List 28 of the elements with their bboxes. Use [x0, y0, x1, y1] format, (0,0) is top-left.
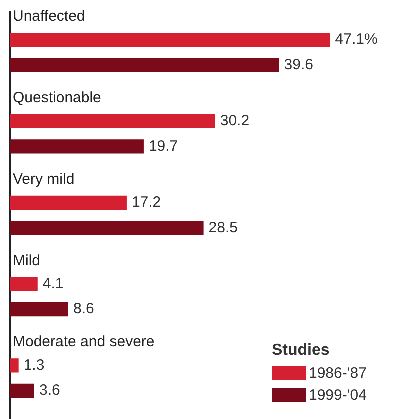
bar: [10, 114, 216, 129]
data-label: 28.5: [208, 219, 238, 236]
data-label: 3.6: [39, 382, 60, 400]
bar: [10, 196, 127, 210]
bar: [10, 221, 204, 236]
y-tick-label: Mild: [13, 252, 41, 270]
data-label: 4.1: [42, 275, 64, 292]
data-label: 17.2: [132, 194, 162, 212]
bar: [10, 277, 38, 292]
bar: [10, 358, 19, 373]
bar: [10, 384, 34, 398]
data-label: 19.7: [148, 138, 178, 155]
bar: [10, 140, 144, 154]
bar: [10, 58, 280, 72]
data-label: 8.6: [73, 300, 94, 318]
data-label: 30.2: [220, 112, 250, 130]
data-label: 47.1%: [335, 31, 378, 48]
y-tick-label: Very mild: [13, 170, 75, 188]
y-tick-label: Moderate and severe: [13, 334, 155, 351]
data-label: 1.3: [24, 356, 45, 374]
legend-label: 1999-'04: [309, 386, 367, 404]
legend-label: 1986-'87: [309, 364, 367, 382]
bar: [10, 302, 68, 317]
bar: [10, 33, 330, 48]
y-tick-label: Questionable: [13, 90, 102, 107]
y-tick-label: Unaffected: [13, 8, 86, 26]
legend-title: Studies: [272, 342, 331, 360]
data-label: 39.6: [284, 56, 314, 74]
